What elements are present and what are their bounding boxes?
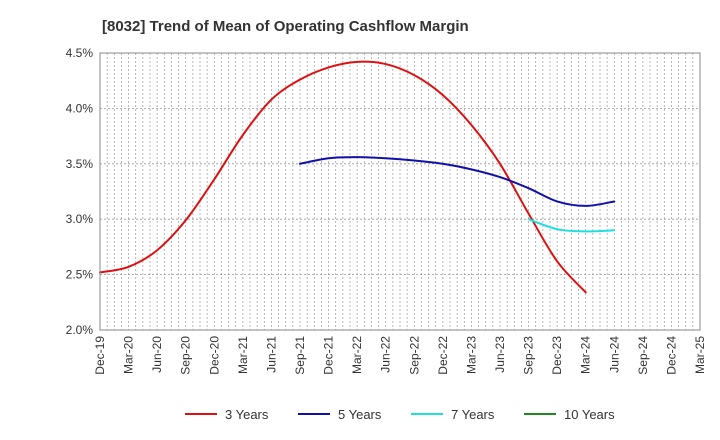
x-tick-label: Sep-21 [293, 336, 307, 375]
x-tick-label: Jun-24 [607, 336, 621, 373]
x-tick-label: Sep-20 [179, 336, 193, 375]
x-tick-label: Mar-25 [693, 336, 707, 374]
x-tick-label: Mar-20 [122, 336, 136, 374]
x-tick-label: Jun-23 [493, 336, 507, 373]
x-tick-label: Jun-21 [264, 336, 278, 373]
x-tick-label: Mar-23 [464, 336, 478, 374]
x-tick-label: Sep-22 [407, 336, 421, 375]
x-tick-label: Sep-24 [636, 336, 650, 375]
x-tick-label: Dec-23 [550, 336, 564, 375]
x-tick-label: Jun-20 [150, 336, 164, 373]
series-line-3 [527, 218, 616, 233]
legend-label: 7 Years [451, 407, 495, 422]
legend-label: 3 Years [225, 407, 269, 422]
grid [100, 52, 700, 331]
legend-label: 10 Years [564, 407, 615, 422]
legend-label: 5 Years [338, 407, 382, 422]
x-tick-label: Sep-23 [522, 336, 536, 375]
x-tick-label: Mar-22 [350, 336, 364, 374]
plot-frame [99, 52, 701, 331]
y-tick-label: 3.0% [66, 212, 94, 226]
y-axis-ticks: 2.0% 2.5% 3.0% 3.5% 4.0% 4.5% [66, 46, 94, 337]
x-tick-label: Dec-24 [664, 336, 678, 375]
series-line-2 [299, 156, 616, 207]
x-tick-label: Dec-20 [207, 336, 221, 375]
y-tick-label: 2.0% [66, 323, 94, 337]
series-lines [99, 60, 616, 294]
series-line-1 [99, 60, 587, 294]
x-axis-ticks: Dec-19 Mar-20 Jun-20 Sep-20 Dec-20 Mar-21 Jun-… [93, 336, 707, 375]
x-tick-label: Dec-19 [93, 336, 107, 375]
x-tick-label: Mar-21 [236, 336, 250, 374]
chart-title: [8032] Trend of Mean of Operating Cashfl… [102, 18, 469, 35]
x-tick-label: Dec-22 [436, 336, 450, 375]
y-tick-label: 4.0% [66, 101, 94, 115]
y-tick-label: 3.5% [66, 157, 94, 171]
x-tick-label: Mar-24 [579, 336, 593, 374]
y-tick-label: 4.5% [66, 46, 94, 60]
x-tick-label: Jun-22 [379, 336, 393, 373]
legend: 3 Years 5 Years 7 Years 10 Years [185, 407, 615, 422]
y-tick-label: 2.5% [66, 268, 94, 282]
x-tick-label: Dec-21 [322, 336, 336, 375]
